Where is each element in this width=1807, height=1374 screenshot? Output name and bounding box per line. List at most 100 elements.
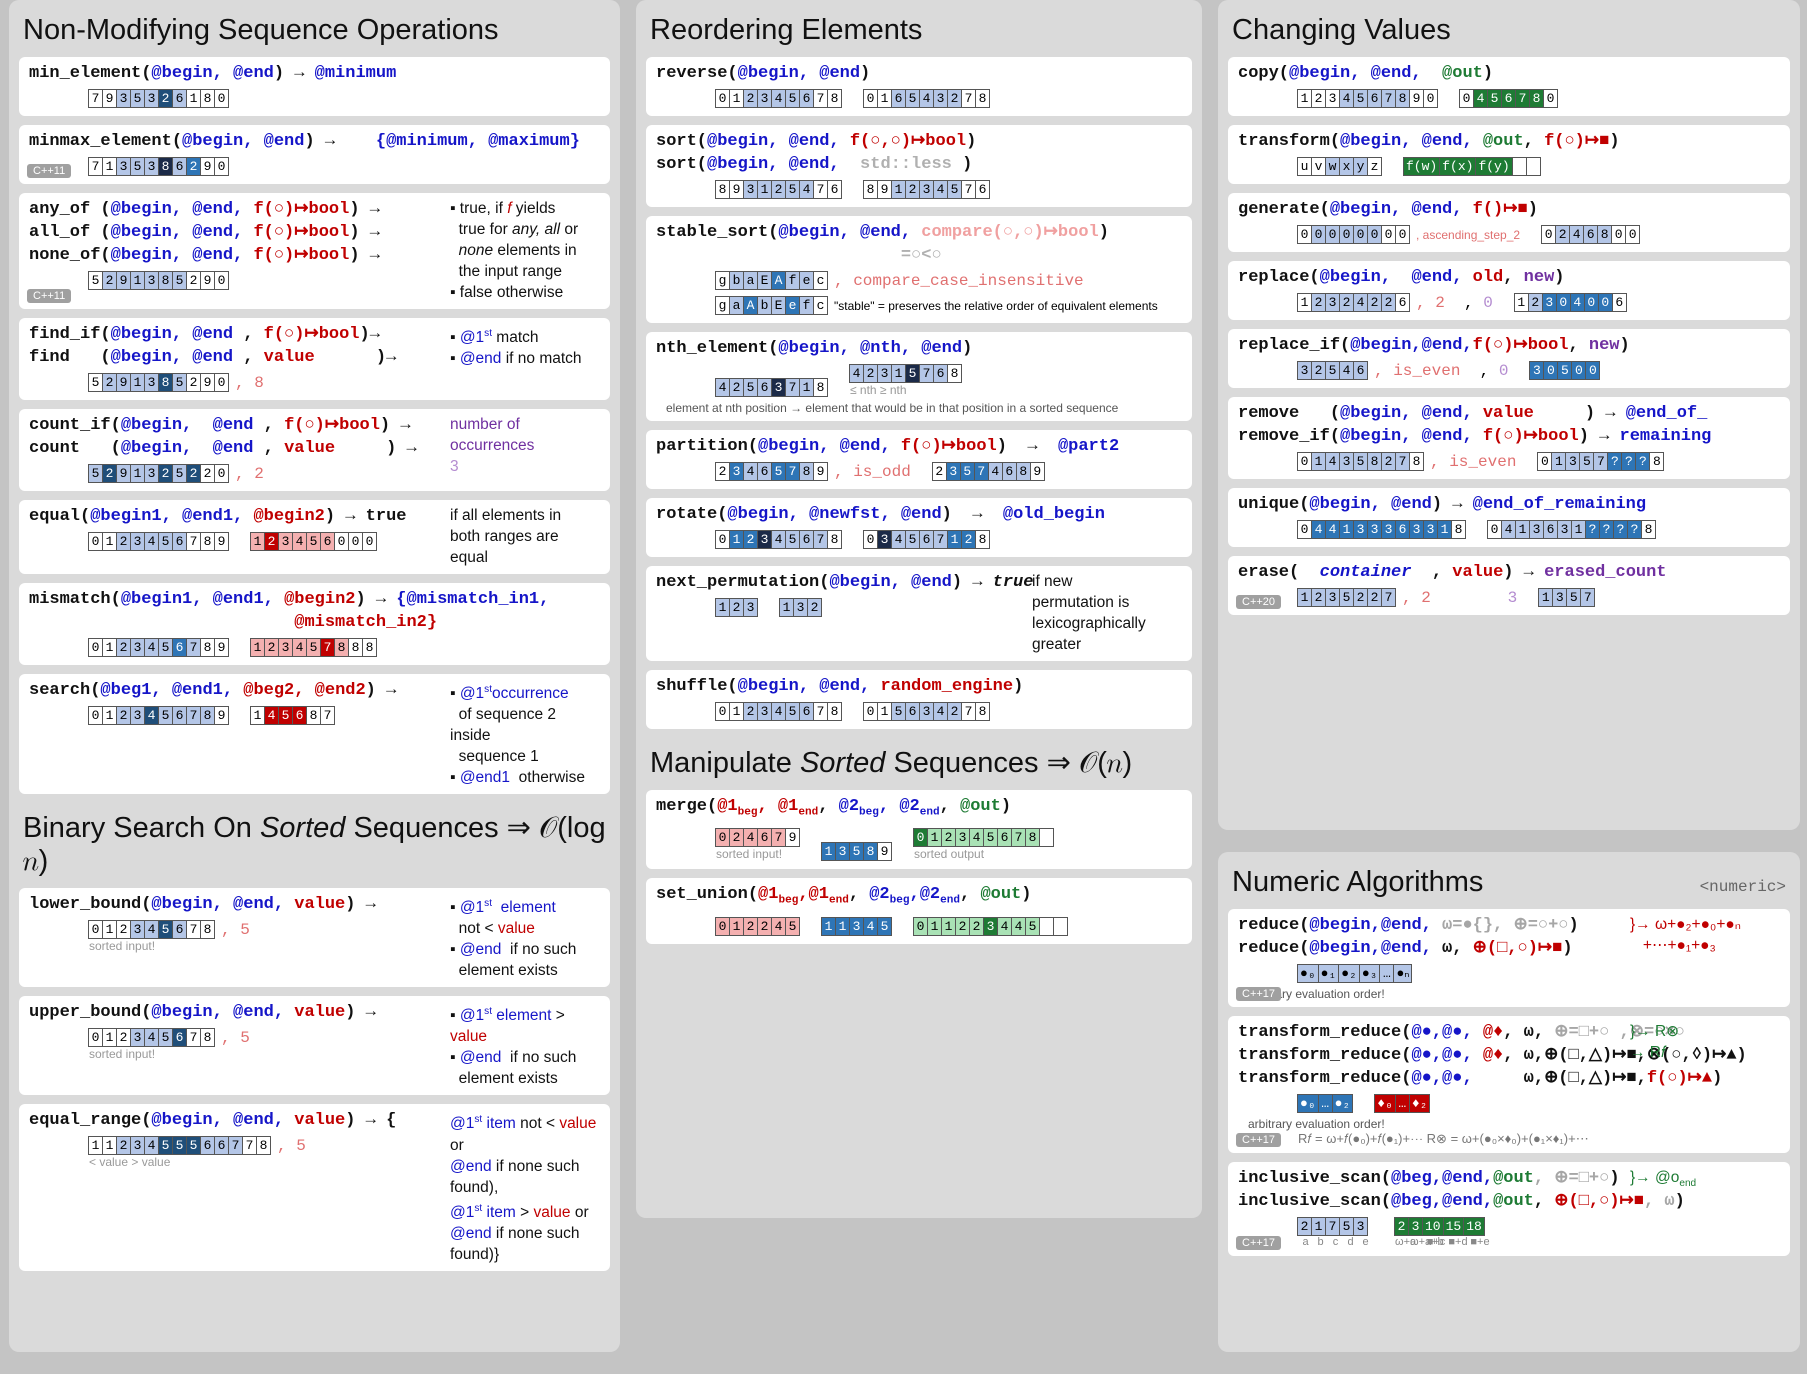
text-run: ) → — [349, 200, 380, 219]
text-run — [891, 437, 901, 456]
panel: Changing Values copy(@begin, @end, @out) 1… — [1218, 0, 1800, 830]
text-run: replace( — [1238, 268, 1320, 287]
array-cell: 7 — [186, 920, 201, 940]
cell-label: a — [1302, 1236, 1309, 1248]
array-cell: 2 — [102, 271, 117, 290]
array: ♦₀… ♦₂ — [1374, 1094, 1431, 1113]
section-title: Manipulate Sorted Sequences ⇒ 𝒪(𝑛) — [646, 737, 1192, 790]
note-line: lexicographically — [1032, 613, 1182, 634]
array-cell: 7 — [1011, 828, 1026, 848]
note-line: if all elements in — [450, 505, 600, 526]
text-run: item — [482, 1203, 516, 1221]
text-run: nth_element( — [656, 339, 779, 358]
section-title: Numeric Algorithms <numeric> — [1228, 858, 1790, 909]
text-run: @end1 — [459, 769, 511, 787]
array-cell: 1 — [1513, 293, 1529, 312]
card-list: lower_bound(@begin, @end, value) → 0 1 2 3 4 5… — [19, 888, 610, 1271]
array-cell: 3 — [144, 89, 159, 108]
text-run: ) — [1554, 268, 1565, 287]
card: replace(@begin, @end, old, new) 1 2 3 2 4 2 2 6,… — [1228, 261, 1790, 320]
array-cell: 3 — [1297, 361, 1312, 380]
array-cell: 3 — [116, 157, 131, 176]
card-main: copy(@begin, @end, @out) 1 2 3 4 5 6 7 8 9 0 0 4 5 6 7 8… — [1238, 62, 1780, 110]
array-cell — [1053, 916, 1068, 936]
code-line: reduce(@begin,@end, ω=●{}, ⊕=○+○) — [1238, 914, 1620, 937]
array-cell: 6 — [1367, 89, 1382, 108]
array-cell: 1 — [821, 842, 836, 862]
array-cell: 4 — [715, 378, 730, 397]
array-cell: 1 — [729, 530, 744, 549]
array-cell: 8 — [362, 638, 377, 657]
array-annotation: , 5 — [221, 921, 250, 939]
text-run: @1 — [717, 797, 738, 816]
note-line: none elements in — [450, 240, 600, 261]
array-cell: 6 — [292, 706, 307, 725]
text-run: @begin, @end, — [110, 246, 244, 265]
array-cell: 5 — [172, 464, 187, 483]
array-cell: f — [785, 271, 800, 290]
array-cell: 5 — [88, 271, 103, 290]
version-badge: C++17 — [1236, 987, 1282, 1001]
card-main: nth_element(@begin, @nth, @end) 4 2 5 6 3 7 1 8 4… — [656, 337, 1182, 415]
text-run — [1431, 589, 1508, 607]
text-run: f(○)↦bool — [1472, 336, 1569, 355]
text-run: ) — [1000, 797, 1012, 816]
array-cell: 1 — [1571, 520, 1586, 539]
array-annotation: , is_odd — [834, 463, 911, 481]
array-cell: 0 — [1423, 89, 1438, 108]
array-cell: 8 — [827, 530, 842, 549]
array-group: f(w) f(x) f(y) — [1403, 157, 1541, 176]
array-cell: 3 — [1565, 452, 1581, 471]
array-cell: 1 — [102, 1136, 117, 1156]
card: equal_range(@begin, @end, value) → {1 1 2 3… — [19, 1104, 610, 1271]
cell-label: ■+d — [1448, 1236, 1468, 1248]
text-run: container — [1319, 563, 1412, 582]
array-row: ●₀ ●₁ ●₂ ●₃… ●ₙ — [1238, 960, 1620, 985]
array-cell: ♦₂ — [1408, 1094, 1431, 1113]
code-line: mismatch(@begin1, @end1, @begin2) → {@mi… — [29, 588, 600, 611]
notes: ▪ @1stoccurrence of sequence 2 inside se… — [450, 679, 600, 788]
array-cell: 3 — [1367, 520, 1382, 539]
array-cell: a — [743, 271, 758, 290]
text-run: reduce( — [1238, 916, 1310, 935]
array-cell: 0 — [214, 271, 229, 290]
array-cell: 2 — [1297, 1217, 1312, 1236]
array-cell: 3 — [1408, 1217, 1423, 1236]
card-main: stable_sort(@begin, @end, compare(○,○)↦b… — [656, 221, 1182, 317]
text-run: ) — [962, 339, 973, 358]
text-run: true for — [450, 221, 513, 238]
text-run: transform_reduce( — [1238, 1023, 1412, 1042]
array-cell: 0 — [715, 702, 730, 721]
text-run: Sorted — [259, 812, 346, 845]
array-cell: z — [1367, 157, 1382, 176]
note-line: greater — [1032, 634, 1182, 655]
text-run: replace_if( — [1238, 336, 1351, 355]
text-run: beg — [859, 806, 879, 819]
card-main: lower_bound(@begin, @end, value) → 0 1 2 3 4 5… — [29, 893, 440, 981]
text-run: all_of ( — [29, 223, 111, 242]
text-run: ⊕=□+○ ,⊗=○×○ — [1544, 1023, 1685, 1042]
array-cell: 15 — [1442, 1217, 1465, 1236]
array-cell: 6 — [1395, 293, 1410, 312]
array-cell: 5 — [278, 706, 293, 725]
text-run: element exists — [450, 1070, 558, 1088]
array-cell: 1 — [1538, 588, 1554, 607]
text-run: random_engine — [880, 677, 1014, 696]
array-cell: 4 — [743, 828, 758, 848]
array-cell: 3 — [729, 462, 744, 481]
text-run: @begin, @nth, @end — [778, 339, 963, 358]
array-cell: 2 — [1367, 293, 1382, 312]
